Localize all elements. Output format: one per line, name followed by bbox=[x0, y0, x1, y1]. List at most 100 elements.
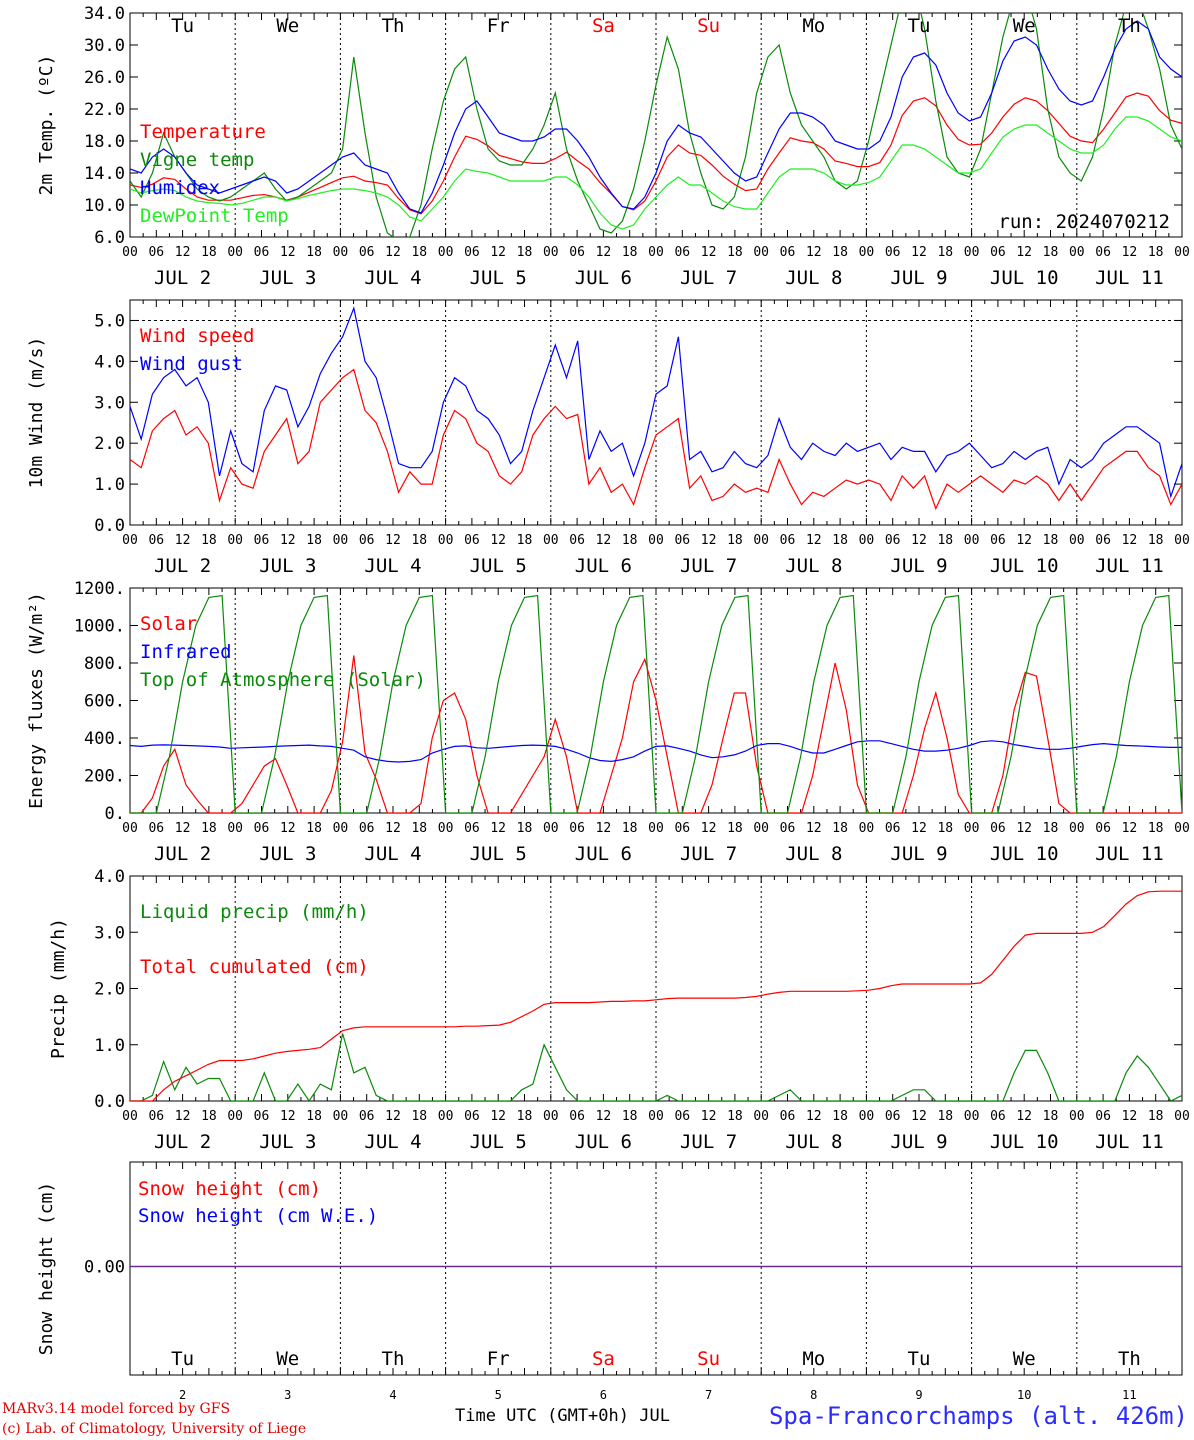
weekday-label: Tu bbox=[171, 15, 194, 37]
series-line-dewpoint-temp bbox=[130, 116, 1182, 230]
y-tick-label: 5.0 bbox=[94, 311, 125, 331]
weekday-label: Su bbox=[697, 15, 720, 37]
date-label: JUL 4 bbox=[364, 843, 421, 865]
hour-tick-label: 00 bbox=[753, 245, 769, 260]
hour-tick-label: 12 bbox=[1122, 245, 1138, 260]
weekday-label: We bbox=[276, 15, 299, 37]
hour-tick-label: 18 bbox=[622, 821, 638, 836]
hour-tick-label: 00 bbox=[964, 1109, 980, 1124]
day-number-label: 8 bbox=[810, 1388, 817, 1402]
hour-tick-label: 00 bbox=[859, 533, 875, 548]
run-label: run: 2024070212 bbox=[998, 211, 1170, 233]
series-line-wind-gust bbox=[130, 306, 1182, 499]
hour-tick-label: 12 bbox=[490, 533, 506, 548]
hour-tick-label: 18 bbox=[1148, 821, 1164, 836]
hour-tick-label: 06 bbox=[148, 245, 164, 260]
hour-tick-label: 06 bbox=[780, 245, 796, 260]
hour-tick-label: 00 bbox=[648, 533, 664, 548]
y-tick-label: 22.0 bbox=[84, 100, 125, 120]
legend-entry: Snow height (cm W.E.) bbox=[138, 1205, 378, 1227]
hour-tick-label: 18 bbox=[832, 1109, 848, 1124]
y-tick-label: 400. bbox=[84, 729, 125, 749]
legend-entry: Humidex bbox=[140, 177, 220, 199]
hour-tick-label: 00 bbox=[1174, 533, 1190, 548]
hour-tick-label: 00 bbox=[543, 1109, 559, 1124]
hour-tick-label: 06 bbox=[254, 821, 270, 836]
legend-entry: Total cumulated (cm) bbox=[140, 956, 369, 978]
date-label: JUL 11 bbox=[1095, 843, 1164, 865]
hour-tick-label: 12 bbox=[490, 245, 506, 260]
day-number-label: 3 bbox=[284, 1388, 291, 1402]
y-tick-label: 34.0 bbox=[84, 4, 125, 24]
hour-tick-label: 12 bbox=[911, 821, 927, 836]
panel-5 bbox=[129, 1161, 1183, 1376]
lab-credit: (c) Lab. of Climatology, University of L… bbox=[2, 1421, 307, 1437]
y-tick-label: 4.0 bbox=[94, 867, 125, 887]
legend-entry: Solar bbox=[140, 613, 197, 635]
y-tick-label: 4.0 bbox=[94, 352, 125, 372]
hour-tick-label: 12 bbox=[490, 821, 506, 836]
y-tick-label: 0.0 bbox=[94, 516, 125, 536]
date-label: JUL 10 bbox=[990, 267, 1059, 289]
date-label: JUL 8 bbox=[785, 843, 842, 865]
weekday-label: Mo bbox=[802, 1348, 825, 1370]
hour-tick-label: 12 bbox=[175, 245, 191, 260]
day-number-label: 6 bbox=[600, 1388, 607, 1402]
weekday-label: Tu bbox=[171, 1348, 194, 1370]
hour-tick-label: 06 bbox=[254, 1109, 270, 1124]
hour-tick-label: 18 bbox=[411, 821, 427, 836]
station-title: Spa-Francorchamps (alt. 426m) bbox=[768, 1402, 1188, 1430]
hour-tick-label: 18 bbox=[1148, 1109, 1164, 1124]
hour-tick-label: 12 bbox=[701, 821, 717, 836]
hour-tick-label: 06 bbox=[254, 533, 270, 548]
date-label: JUL 4 bbox=[364, 555, 421, 577]
hour-tick-label: 00 bbox=[227, 1109, 243, 1124]
hour-tick-label: 12 bbox=[911, 533, 927, 548]
hour-tick-label: 12 bbox=[596, 1109, 612, 1124]
date-label: JUL 3 bbox=[259, 555, 316, 577]
hour-tick-label: 00 bbox=[859, 1109, 875, 1124]
y-tick-label: 3.0 bbox=[94, 393, 125, 413]
hour-tick-label: 06 bbox=[148, 533, 164, 548]
hour-tick-label: 00 bbox=[227, 821, 243, 836]
hour-tick-label: 06 bbox=[1095, 245, 1111, 260]
hour-tick-label: 00 bbox=[753, 1109, 769, 1124]
panel-3 bbox=[129, 587, 1183, 814]
hour-tick-label: 00 bbox=[1174, 245, 1190, 260]
hour-tick-label: 18 bbox=[937, 1109, 953, 1124]
hour-tick-label: 18 bbox=[727, 533, 743, 548]
hour-tick-label: 18 bbox=[517, 821, 533, 836]
hour-tick-label: 12 bbox=[385, 1109, 401, 1124]
hour-tick-label: 18 bbox=[1148, 533, 1164, 548]
date-label: JUL 5 bbox=[470, 1131, 527, 1153]
hour-tick-label: 12 bbox=[911, 245, 927, 260]
date-label: JUL 8 bbox=[785, 267, 842, 289]
day-number-label: 2 bbox=[179, 1388, 186, 1402]
date-label: JUL 2 bbox=[154, 843, 211, 865]
hour-tick-label: 18 bbox=[727, 245, 743, 260]
hour-tick-label: 00 bbox=[543, 533, 559, 548]
panel-4 bbox=[129, 875, 1183, 1102]
hour-tick-label: 06 bbox=[990, 245, 1006, 260]
y-tick-label: 26.0 bbox=[84, 68, 125, 88]
hour-tick-label: 06 bbox=[569, 1109, 585, 1124]
y-axis-label: Precip (mm/h) bbox=[48, 918, 69, 1059]
hour-tick-label: 06 bbox=[464, 533, 480, 548]
hour-tick-label: 00 bbox=[122, 533, 138, 548]
hour-tick-label: 18 bbox=[306, 245, 322, 260]
series-line-total-cumulated-cm- bbox=[130, 890, 1182, 1101]
y-axis-label: Energy fluxes (W/m²) bbox=[26, 592, 47, 809]
date-label: JUL 5 bbox=[470, 843, 527, 865]
date-label: JUL 6 bbox=[575, 267, 632, 289]
hour-tick-label: 00 bbox=[648, 245, 664, 260]
hour-tick-label: 06 bbox=[990, 821, 1006, 836]
hour-tick-label: 18 bbox=[201, 245, 217, 260]
hour-tick-label: 06 bbox=[1095, 821, 1111, 836]
hour-tick-label: 00 bbox=[753, 821, 769, 836]
hour-tick-label: 18 bbox=[306, 821, 322, 836]
hour-tick-label: 18 bbox=[937, 245, 953, 260]
legend-entry: Wind gust bbox=[140, 353, 243, 375]
date-label: JUL 4 bbox=[364, 267, 421, 289]
y-axis-label: 10m Wind (m/s) bbox=[26, 337, 47, 489]
hour-tick-label: 12 bbox=[280, 245, 296, 260]
